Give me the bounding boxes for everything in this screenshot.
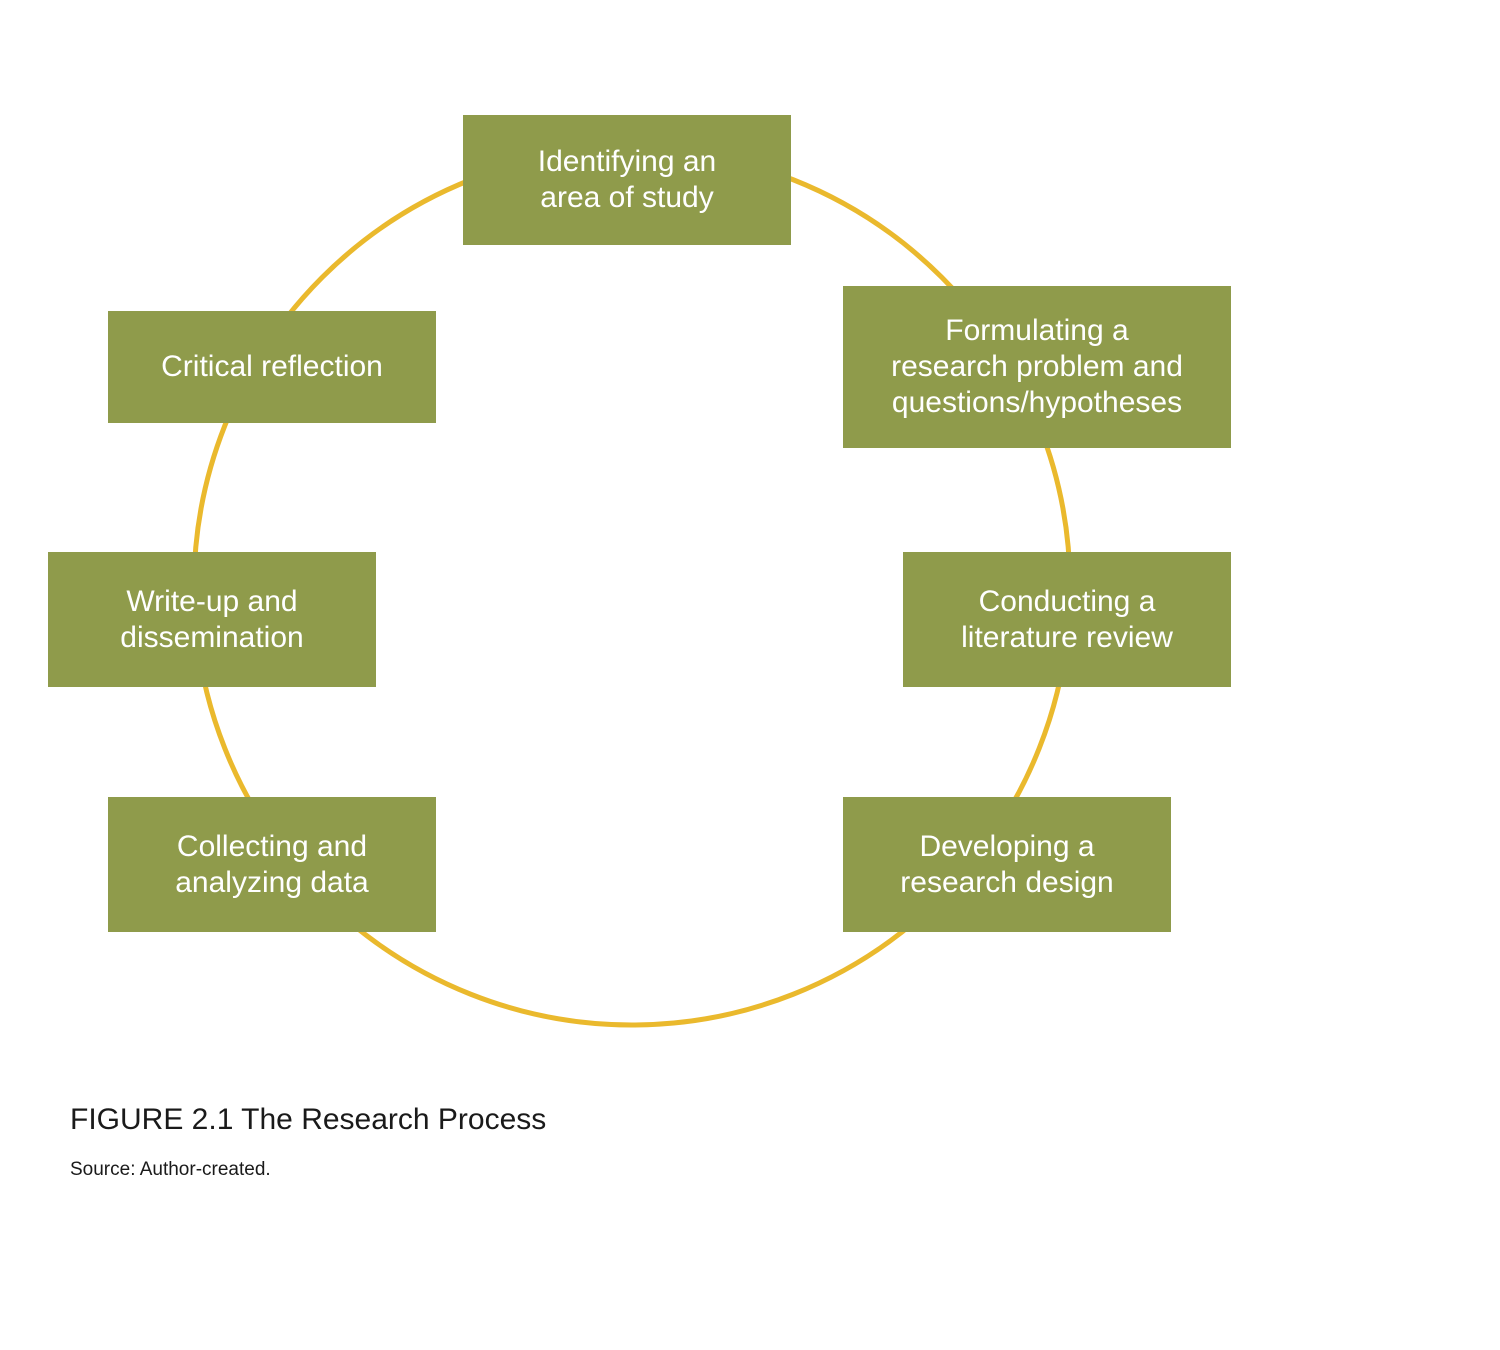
node-identify: Identifying anarea of study [463, 115, 791, 245]
node-literature: Conducting aliterature review [903, 552, 1231, 687]
node-writeup: Write-up anddissemination [48, 552, 376, 687]
diagram-canvas: Identifying anarea of study Formulating a… [0, 0, 1500, 1350]
figure-title: FIGURE 2.1 The Research Process [70, 1103, 546, 1137]
node-collect: Collecting andanalyzing data [108, 797, 436, 932]
caption-block: FIGURE 2.1 The Research Process Source: … [70, 1103, 546, 1181]
node-reflect: Critical reflection [108, 311, 436, 423]
node-formulate: Formulating aresearch problem andquestio… [843, 286, 1231, 448]
figure-source: Source: Author-created. [70, 1159, 546, 1181]
node-design: Developing aresearch design [843, 797, 1171, 932]
